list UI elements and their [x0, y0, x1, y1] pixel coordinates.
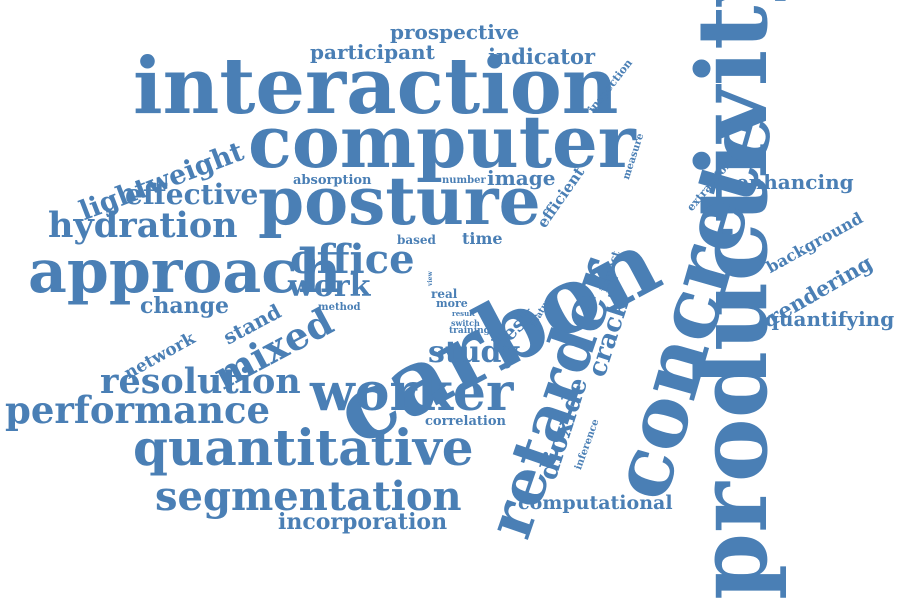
word-computer: computer [248, 99, 636, 184]
word-correlation: correlation [425, 414, 506, 429]
word-based: based [397, 233, 436, 247]
word-prospective: prospective [390, 20, 520, 44]
word-interaction: interaction [133, 41, 619, 132]
word-office: office [290, 236, 415, 283]
word-image: image [487, 166, 556, 190]
word-number: number [442, 175, 486, 186]
word-quantitative: quantitative [133, 418, 474, 477]
word-approach: approach [28, 237, 342, 307]
word-result: result [452, 309, 476, 318]
word-resolution: resolution [100, 361, 301, 402]
word-time: time [462, 229, 503, 248]
word-effective: effective [125, 178, 259, 211]
word-training: training [449, 326, 490, 336]
word-indicator: indicator [488, 44, 596, 69]
word-computational: computational [518, 492, 673, 514]
word-switch: switch [451, 318, 480, 328]
word-posture: posture [258, 162, 541, 240]
word-view: view [427, 271, 434, 286]
word-work: work [288, 269, 371, 304]
word-participant: participant [310, 40, 435, 64]
word-real: real [431, 287, 458, 301]
word-absorption: absorption [293, 173, 372, 188]
word-incorporation: incorporation [278, 509, 448, 535]
word-method: method [318, 302, 361, 313]
word-worker: worker [310, 362, 514, 423]
word-hydration: hydration [48, 205, 238, 246]
word-enhancing: enhancing [736, 170, 854, 194]
word-change: change [140, 293, 230, 319]
word-performance: performance [5, 388, 271, 432]
word-study: study [428, 335, 519, 370]
word-more: more [436, 297, 468, 310]
word-segmentation: segmentation [155, 473, 462, 520]
word-quantifying: quantifying [765, 307, 895, 331]
